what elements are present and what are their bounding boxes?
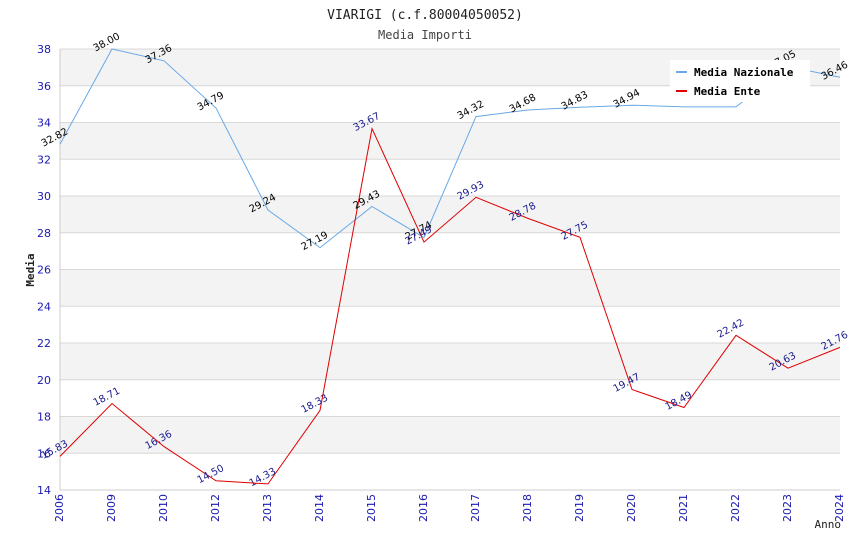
chart-subtitle: Media Importi [378,28,472,42]
x-tick-label: 2019 [573,494,586,522]
grid-band [60,379,840,417]
y-tick-label: 26 [37,264,51,277]
y-axis-label: Media [24,253,37,286]
y-tick-label: 38 [37,43,51,56]
x-tick-label: 2009 [105,494,118,522]
x-tick-label: 2017 [469,494,482,522]
grid-band [60,416,840,454]
y-tick-label: 18 [37,411,51,424]
x-tick-label: 2012 [209,494,222,522]
y-tick-label: 34 [37,117,51,130]
y-tick-label: 14 [37,484,51,497]
series-lines [59,48,841,485]
grid-band [60,343,840,380]
x-tick-label: 2015 [365,494,378,522]
grid-band [60,453,840,490]
y-tick-label: 20 [37,374,51,387]
legend: Media Nazionale Media Ente [670,60,810,102]
y-tick-label: 16 [37,447,51,460]
grid-band [60,196,840,233]
x-axis-ticks: 2006 2009 2010 2012 2013 2014 2015 2016 2017 2018… [53,494,846,522]
legend-label-media-ente: Media Ente [694,85,761,98]
x-axis-label: Anno [815,518,842,531]
grid-band [60,122,840,160]
x-tick-label: 2013 [261,494,274,522]
x-tick-label: 2024 [833,494,846,522]
grid-bands [59,48,840,491]
x-tick-label: 2014 [313,494,326,522]
chart-title: VIARIGI (c.f.80004050052) [327,8,523,23]
x-tick-label: 2006 [53,494,66,522]
x-tick-label: 2023 [781,494,794,522]
grid-band [60,306,840,343]
x-tick-label: 2020 [625,494,638,522]
series-line-media-ente [59,126,841,485]
y-tick-label: 22 [37,337,51,350]
legend-label-media-nazionale: Media Nazionale [694,66,794,79]
y-tick-label: 28 [37,227,51,240]
grid-band [60,232,840,270]
x-tick-label: 2022 [729,494,742,522]
y-tick-label: 32 [37,153,51,166]
y-tick-label: 24 [37,300,51,313]
series-line-media-nazionale [59,48,841,249]
x-tick-label: 2021 [677,494,690,522]
y-tick-label: 30 [37,190,51,203]
x-tick-label: 2018 [521,494,534,522]
grid-band [60,269,840,307]
x-tick-label: 2016 [417,494,430,522]
legend-box [670,60,810,102]
y-tick-label: 36 [37,80,51,93]
y-axis-ticks: 14 16 18 20 22 24 26 28 30 32 34 36 38 [37,43,51,497]
x-tick-label: 2010 [157,494,170,522]
